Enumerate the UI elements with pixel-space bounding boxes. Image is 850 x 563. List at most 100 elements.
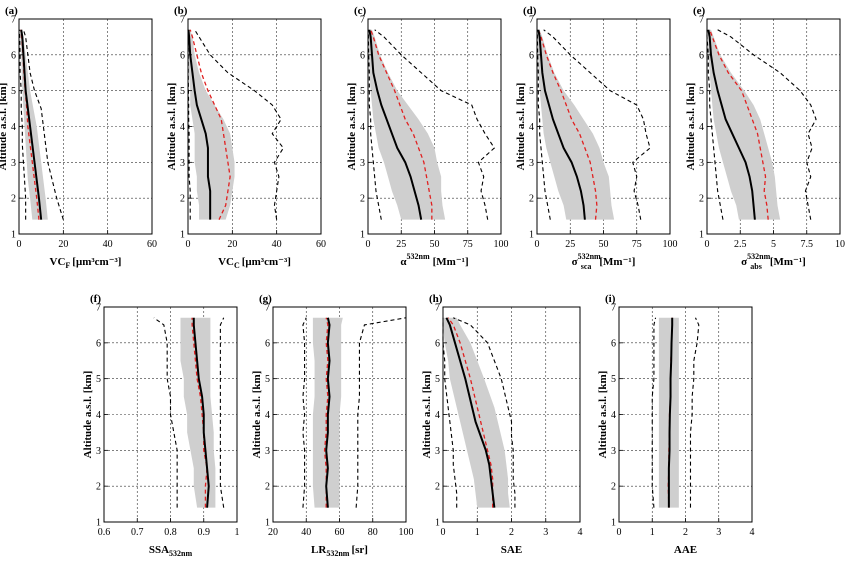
y-tick-label: 3 [611,446,616,457]
x-tick-label: 0 [366,239,371,250]
percentile-low-line [302,317,307,508]
x-tick-label: 100 [399,527,414,538]
y-tick-label: 6 [265,338,270,349]
x-tick-label: 5 [771,239,776,250]
x-tick-label: 7.5 [801,239,814,250]
x-axis-label: SSA532nm [149,544,193,558]
x-tick-label: 1 [650,527,655,538]
y-tick-label: 5 [435,374,440,385]
x-tick-label: 75 [632,239,642,250]
x-tick-label: 0 [441,527,446,538]
y-tick-label: 2 [180,194,185,205]
y-tick-label: 7 [611,303,616,314]
panel-letter: (i) [605,293,616,305]
x-tick-label: 4 [578,527,583,538]
y-tick-label: 3 [529,158,534,169]
x-tick-label: 20 [268,527,278,538]
y-tick-label: 1 [529,230,534,241]
x-tick-label: 60 [147,239,157,250]
x-tick-label: 20 [227,239,237,250]
y-tick-label: 1 [699,230,704,241]
y-tick-label: 2 [435,482,440,493]
y-tick-label: 6 [360,50,365,61]
x-tick-label: 0.6 [98,527,111,538]
std-band [19,29,48,220]
std-band [443,317,510,508]
median-line [323,317,329,508]
x-tick-label: 2.5 [734,239,747,250]
y-tick-label: 4 [11,122,16,133]
y-tick-label: 6 [96,338,101,349]
x-axis-label: SAE [501,544,522,556]
std-band [180,317,216,508]
x-tick-label: 0 [535,239,540,250]
y-axis-label: Altitude a.s.l. [km] [251,371,263,459]
y-tick-label: 2 [529,194,534,205]
y-tick-label: 5 [96,374,101,385]
x-tick-label: 60 [335,527,345,538]
y-tick-label: 1 [11,230,16,241]
y-tick-label: 1 [435,518,440,529]
mean-line [20,29,43,220]
y-tick-label: 2 [11,194,16,205]
x-tick-label: 0 [705,239,710,250]
panel-b: 0 20 40 60 1 2 3 4 5 6 7(b) Altitude a.s.l. [km] VCC… [166,5,326,270]
y-tick-label: 6 [180,50,185,61]
y-tick-label: 4 [529,122,534,133]
x-tick-label: 100 [663,239,678,250]
x-tick-label: 75 [463,239,473,250]
mean-line [192,317,210,508]
y-tick-label: 4 [611,410,616,421]
x-tick-label: 2 [683,527,688,538]
percentile-high-line [543,29,651,220]
y-tick-label: 4 [699,122,704,133]
y-axis-label: Altitude a.s.l. [km] [597,371,609,459]
y-tick-label: 3 [265,446,270,457]
y-tick-label: 4 [96,410,101,421]
y-tick-label: 1 [611,518,616,529]
x-axis-label: σ532nm sca [Mm⁻¹] [572,252,636,271]
x-tick-label: 1 [235,527,240,538]
percentile-low-line [18,29,27,220]
y-axis-label: Altitude a.s.l. [km] [515,83,527,171]
y-tick-label: 6 [11,50,16,61]
panel-f: 0.6 0.7 0.8 0.9 1 1 2 3 4 5 6 7(f) Altitude a.s.l. [… [82,293,240,558]
percentile-high-line [689,317,700,508]
x-tick-label: 50 [599,239,609,250]
y-axis-label: Altitude a.s.l. [km] [346,83,358,171]
median-line [370,29,433,220]
y-tick-label: 2 [265,482,270,493]
x-axis-label: LR532nm [sr] [311,544,368,558]
x-tick-label: 4 [750,527,755,538]
percentile-high-line [717,29,817,220]
panel-a: 0 20 40 60 1 2 3 4 5 6 7(a) Altitude a.s.l. [km] VCF… [0,5,157,270]
x-tick-label: 80 [368,527,378,538]
x-tick-label: 10 [835,239,845,250]
x-tick-label: 0 [17,239,22,250]
y-tick-label: 2 [699,194,704,205]
mean-line [368,29,423,220]
y-tick-label: 7 [180,15,185,26]
y-tick-label: 6 [611,338,616,349]
std-band [658,317,679,508]
mean-line [187,29,212,220]
y-tick-label: 7 [699,15,704,26]
y-tick-label: 1 [96,518,101,529]
std-band [537,29,615,220]
x-tick-label: 0.8 [164,527,177,538]
y-tick-label: 3 [96,446,101,457]
x-tick-label: 0 [617,527,622,538]
y-tick-label: 5 [529,86,534,97]
y-tick-label: 4 [435,410,440,421]
panel-d: 0 25 50 75 100 1 2 3 4 5 6 7(d) Altitude a.s.l. [km]… [515,5,678,271]
y-tick-label: 6 [699,50,704,61]
y-tick-label: 7 [96,303,101,314]
panel-letter: (h) [429,293,443,305]
mean-line [667,317,674,508]
y-tick-label: 7 [435,303,440,314]
y-tick-label: 2 [611,482,616,493]
x-tick-label: 40 [272,239,282,250]
panel-letter: (f) [90,293,101,305]
y-tick-label: 5 [611,374,616,385]
x-tick-label: 60 [316,239,326,250]
